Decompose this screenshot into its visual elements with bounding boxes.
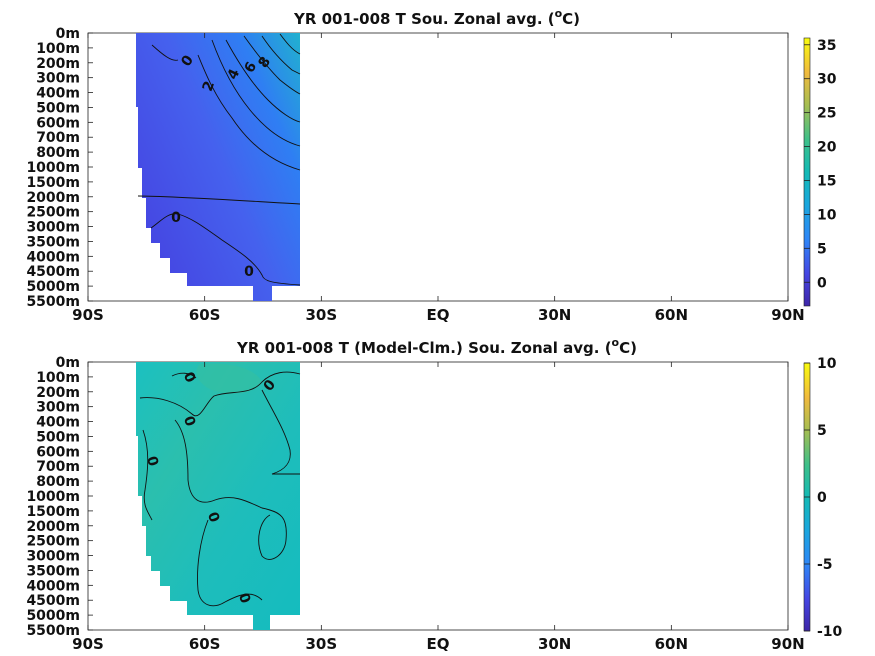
y-tick-label: 300m xyxy=(36,400,80,416)
y-tick-label: 1500m xyxy=(26,504,80,520)
colorbar-tick-label: 35 xyxy=(817,38,836,54)
x-tick-label: 90N xyxy=(771,635,804,653)
x-tick-label: 30S xyxy=(305,635,337,653)
x-tick-label: 30S xyxy=(305,306,337,324)
y-tick-label: 1000m xyxy=(26,160,80,176)
y-tick-label: 2500m xyxy=(26,205,80,221)
panel-bottom-x-ticks: 90S 60S 30S EQ 30N 60N 90N xyxy=(72,362,805,653)
colorbar-tick-label: -5 xyxy=(817,557,833,573)
x-tick-label: 60S xyxy=(189,635,221,653)
y-tick-label: 100m xyxy=(36,370,80,386)
panel-bottom-colorbar-ticks: 10 5 0 -5 -10 xyxy=(804,356,843,640)
x-tick-label: 30N xyxy=(538,635,571,653)
panel-bottom-field xyxy=(136,362,300,630)
colorbar-tick-label: 5 xyxy=(817,241,827,257)
y-tick-label: 3500m xyxy=(26,563,80,579)
y-tick-label: 5500m xyxy=(26,623,80,639)
panel-bottom: YR 001-008 T (Model-Clm.) Sou. Zonal avg… xyxy=(26,336,842,653)
y-tick-label: 700m xyxy=(36,130,80,146)
colorbar-tick-label: 15 xyxy=(817,173,836,189)
y-tick-label: 4000m xyxy=(26,578,80,594)
y-tick-label: 2000m xyxy=(26,190,80,206)
panel-bottom-contours xyxy=(139,371,301,607)
y-tick-label: 3500m xyxy=(26,234,80,250)
y-tick-label: 600m xyxy=(36,444,80,460)
y-tick-label: 0m xyxy=(56,355,80,371)
colorbar-tick-label: 30 xyxy=(817,72,837,88)
y-tick-label: 400m xyxy=(36,415,80,431)
y-tick-label: 400m xyxy=(36,86,80,102)
y-tick-label: 4500m xyxy=(26,264,80,280)
x-tick-label: EQ xyxy=(427,635,450,653)
panel-bottom-title: YR 001-008 T (Model-Clm.) Sou. Zonal avg… xyxy=(236,336,637,357)
y-tick-label: 800m xyxy=(36,474,80,490)
panel-top-colorbar-ticks: 35 30 25 20 15 10 5 0 xyxy=(804,38,837,291)
panel-top-colorbar xyxy=(803,37,811,307)
y-tick-label: 3000m xyxy=(26,220,80,236)
x-tick-label: EQ xyxy=(427,306,450,324)
contour-label: 0 xyxy=(244,264,254,280)
panel-top: YR 001-008 T Sou. Zonal avg. (oC) 0 2 4 … xyxy=(26,7,836,324)
y-tick-label: 3000m xyxy=(26,549,80,565)
x-tick-label: 60S xyxy=(189,306,221,324)
panel-top-y-ticks: 0m100m200m300m400m500m600m700m800m1000m1… xyxy=(26,26,93,310)
x-tick-label: 60N xyxy=(655,306,688,324)
x-tick-label: 90S xyxy=(72,635,104,653)
contour-label: 0 xyxy=(143,454,161,468)
panel-top-field xyxy=(136,33,300,301)
y-tick-label: 600m xyxy=(36,115,80,131)
x-tick-label: 30N xyxy=(538,306,571,324)
colorbar-tick-label: 0 xyxy=(817,490,827,506)
x-tick-label: 60N xyxy=(655,635,688,653)
colorbar-tick-label: 20 xyxy=(817,140,837,156)
y-tick-label: 500m xyxy=(36,429,80,445)
panel-bottom-y-ticks: 0m100m200m300m400m500m600m700m800m1000m1… xyxy=(26,355,93,639)
colorbar-tick-label: -10 xyxy=(817,624,843,640)
y-tick-label: 2000m xyxy=(26,519,80,535)
y-tick-label: 5000m xyxy=(26,279,80,295)
contour-label: 0 xyxy=(171,210,181,226)
y-tick-label: 200m xyxy=(36,385,80,401)
y-tick-label: 700m xyxy=(36,459,80,475)
x-tick-label: 90N xyxy=(771,306,804,324)
panel-top-x-ticks: 90S 60S 30S EQ 30N 60N 90N xyxy=(72,33,805,324)
y-tick-label: 200m xyxy=(36,56,80,72)
y-tick-label: 4000m xyxy=(26,249,80,265)
y-tick-label: 4500m xyxy=(26,593,80,609)
y-tick-label: 5000m xyxy=(26,608,80,624)
y-tick-label: 0m xyxy=(56,26,80,42)
panel-top-title: YR 001-008 T Sou. Zonal avg. (oC) xyxy=(293,7,580,28)
y-tick-label: 2500m xyxy=(26,534,80,550)
colorbar-tick-label: 10 xyxy=(817,207,837,223)
y-tick-label: 5500m xyxy=(26,294,80,310)
colorbar-tick-label: 0 xyxy=(817,275,827,291)
y-tick-label: 800m xyxy=(36,145,80,161)
y-tick-label: 300m xyxy=(36,71,80,87)
colorbar-tick-label: 25 xyxy=(817,106,836,122)
y-tick-label: 1000m xyxy=(26,489,80,505)
x-tick-label: 90S xyxy=(72,306,104,324)
y-tick-label: 500m xyxy=(36,100,80,116)
colorbar-tick-label: 5 xyxy=(817,423,827,439)
panel-top-contours xyxy=(137,33,301,286)
colorbar-tick-label: 10 xyxy=(817,356,837,372)
panel-bottom-anomaly xyxy=(196,363,262,394)
y-tick-label: 1500m xyxy=(26,175,80,191)
y-tick-label: 100m xyxy=(36,41,80,57)
